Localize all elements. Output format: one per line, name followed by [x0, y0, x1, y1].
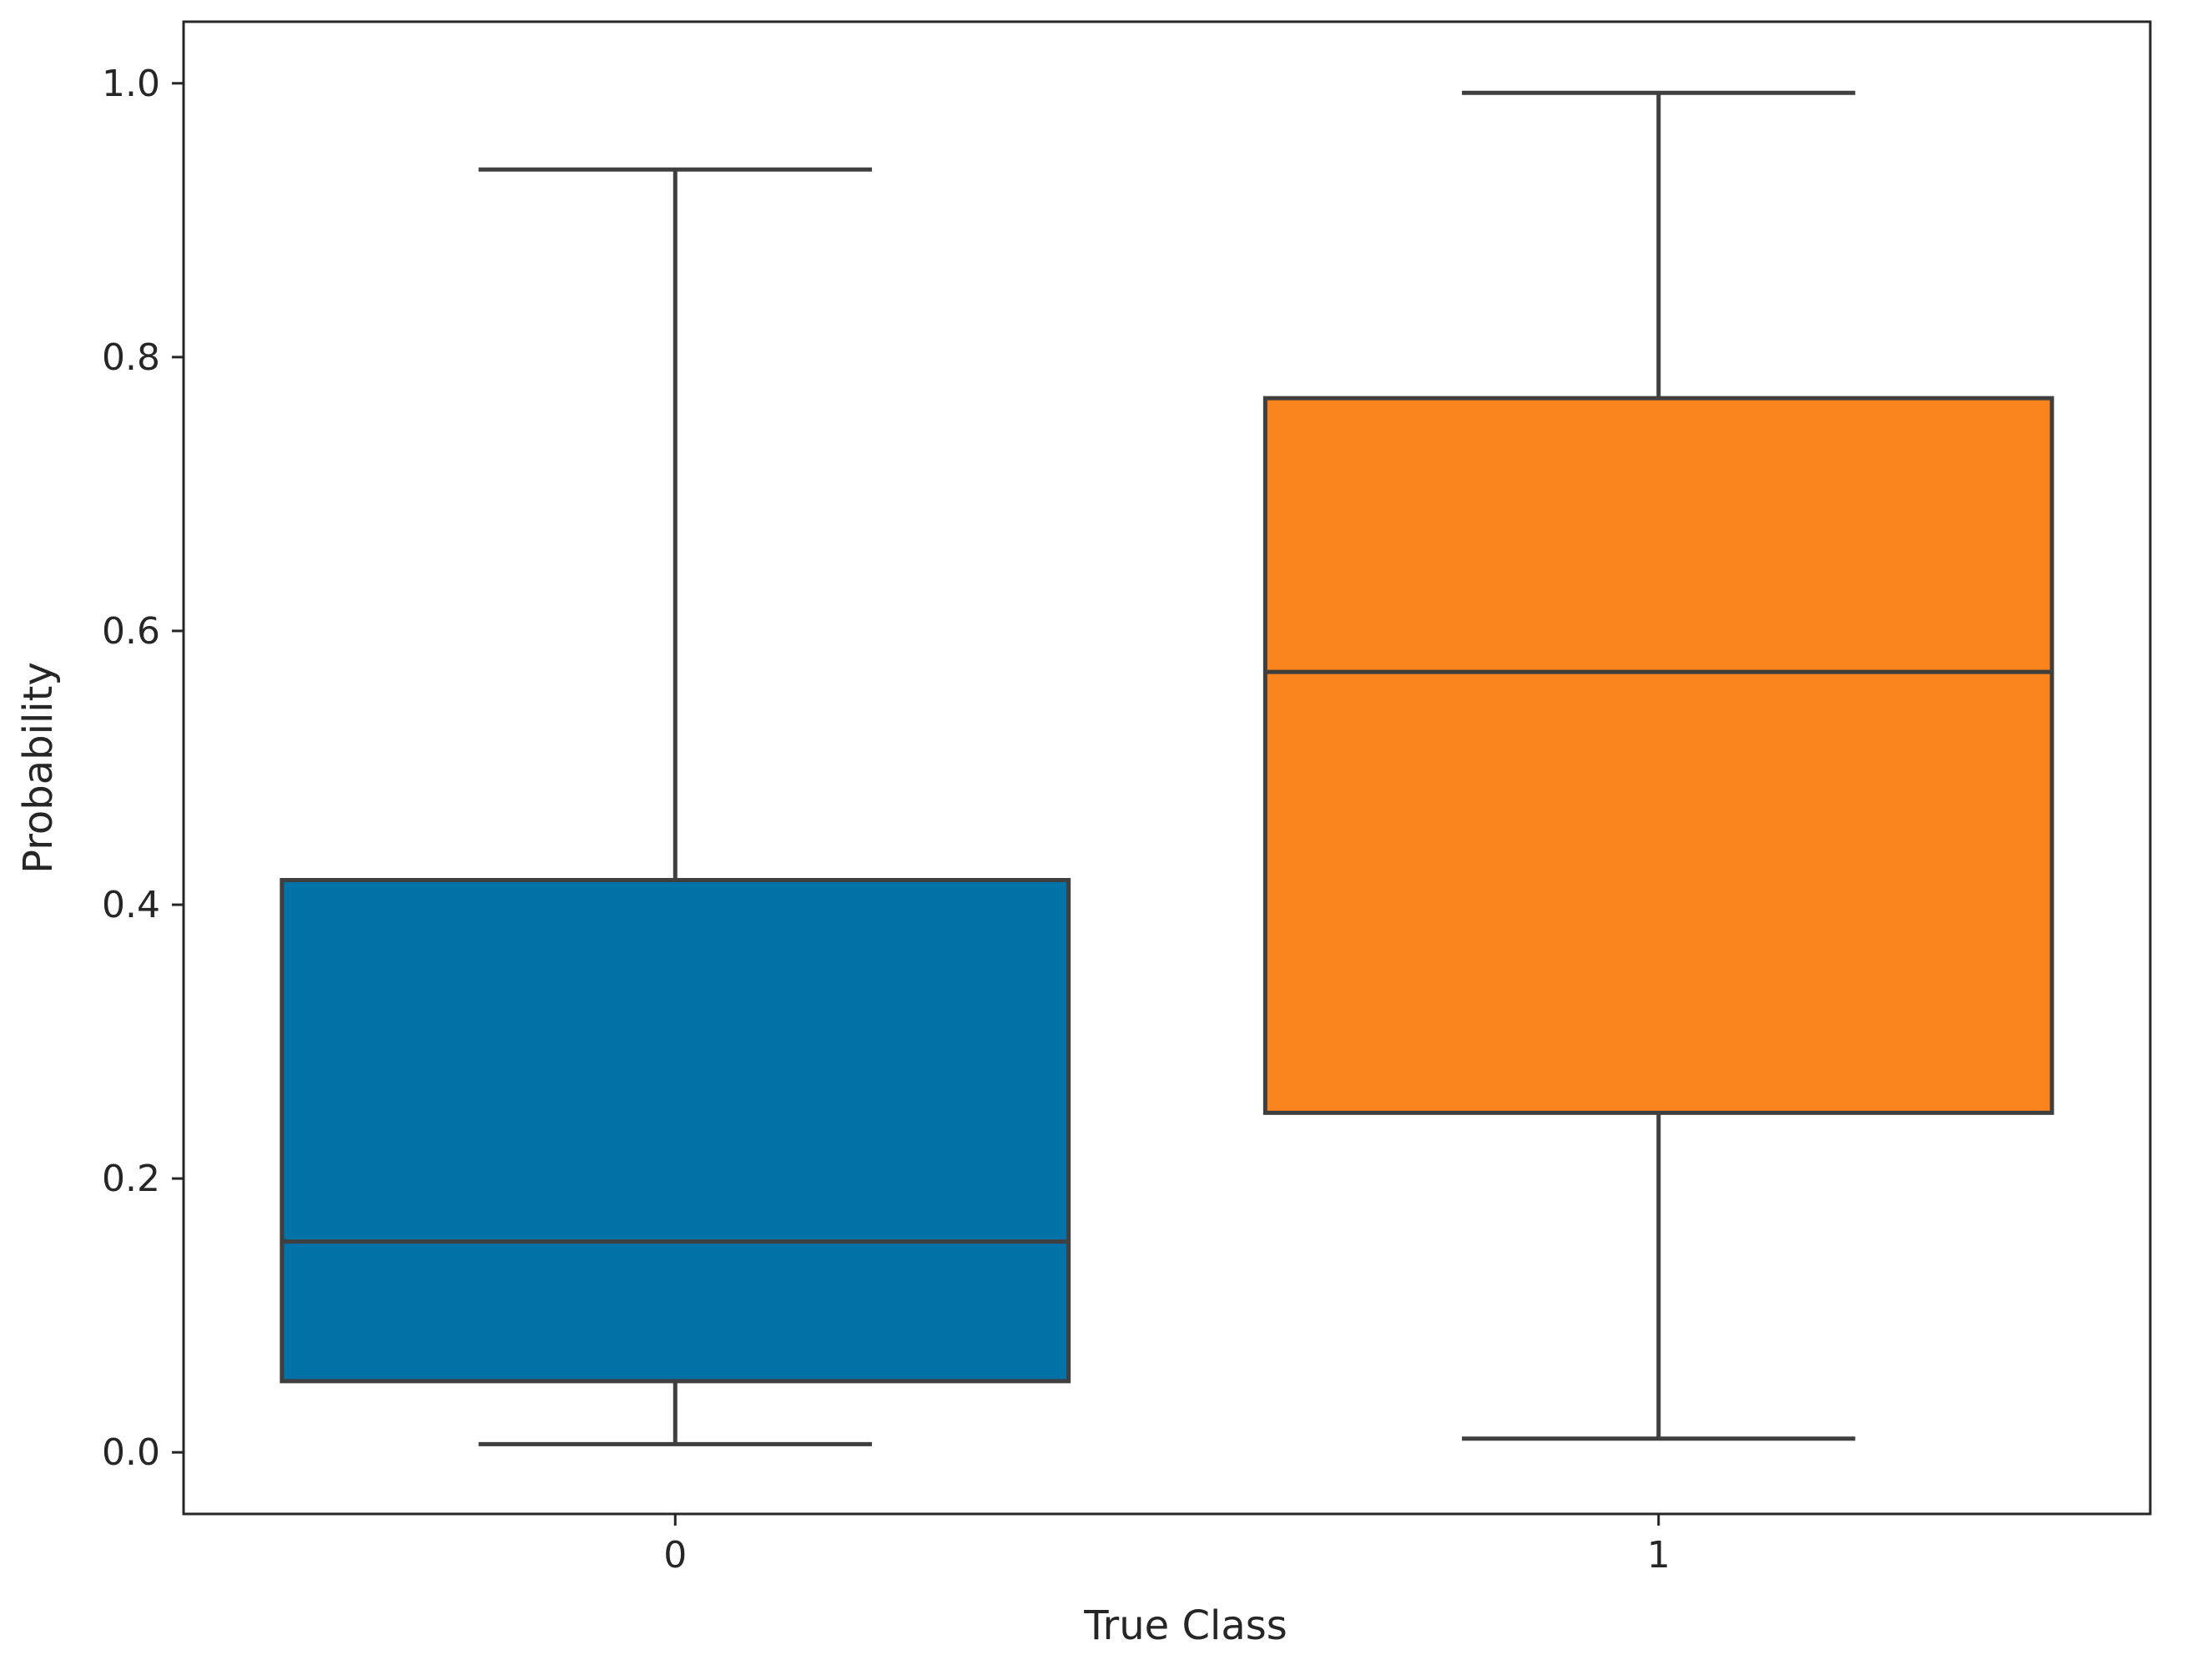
y-tick-label: 1.0 [102, 63, 160, 105]
box-group-0 [280, 167, 1071, 1446]
x-axis-title: True Class [1083, 1602, 1287, 1649]
y-tick-label: 0.6 [102, 610, 160, 653]
boxes-layer [280, 90, 2054, 1446]
x-tick-label: 0 [663, 1534, 687, 1577]
y-tick-label: 0.8 [102, 336, 160, 379]
box-group-1 [1262, 90, 2054, 1441]
x-tick-label: 1 [1647, 1534, 1670, 1577]
y-tick-label: 0.4 [102, 884, 160, 926]
y-tick-label: 0.2 [102, 1158, 160, 1200]
y-axis-title: Probability [15, 662, 62, 874]
y-axis: 0.0 0.2 0.4 0.6 0.8 1.0 [102, 63, 184, 1474]
y-tick-label: 0.0 [102, 1431, 160, 1474]
plot-frame [182, 20, 2152, 1516]
box-iqr-0 [280, 878, 1071, 1384]
box-iqr-1 [1262, 396, 2054, 1115]
